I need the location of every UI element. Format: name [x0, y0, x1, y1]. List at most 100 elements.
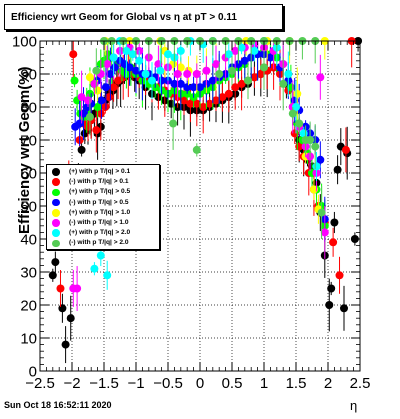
- data-point: [122, 46, 131, 55]
- legend-marker-icon: [52, 209, 60, 217]
- data-point: [110, 63, 119, 72]
- data-point: [156, 66, 165, 75]
- x-tick-label: −0.5: [153, 375, 183, 392]
- data-point: [135, 56, 144, 65]
- x-tick-label: 0.5: [222, 375, 243, 392]
- data-point: [176, 46, 185, 55]
- data-point: [212, 96, 220, 105]
- x-tick-label: 1: [260, 375, 268, 392]
- data-point: [212, 60, 220, 69]
- y-tick-label: 70: [20, 133, 37, 150]
- legend-marker-icon: [52, 178, 60, 186]
- data-point: [279, 79, 288, 88]
- x-tick-label: −1.5: [89, 375, 119, 392]
- data-point: [77, 145, 86, 154]
- legend-item: (+) with p T/|q| > 0.1: [47, 167, 159, 177]
- data-point: [284, 70, 293, 78]
- data-point: [237, 43, 246, 52]
- data-point: [173, 70, 182, 78]
- legend-item: (+) with p T/|q| > 0.5: [47, 187, 159, 197]
- data-point: [329, 238, 338, 247]
- data-point: [292, 103, 300, 111]
- legend-marker-icon: [52, 168, 60, 176]
- data-point: [132, 66, 140, 75]
- data-point: [183, 70, 192, 78]
- data-point: [325, 301, 334, 309]
- legend-item: (-) with p T/|q| > 1.0: [47, 218, 159, 228]
- data-point: [192, 70, 201, 78]
- data-point: [312, 162, 321, 171]
- data-point: [309, 185, 318, 194]
- data-point: [93, 86, 102, 95]
- data-point: [141, 70, 150, 78]
- legend-marker-icon: [52, 198, 60, 207]
- data-point: [250, 73, 259, 82]
- legend: (+) with p T/|q| > 0.1 (-) with p T/|q| …: [46, 164, 160, 250]
- data-point: [56, 284, 65, 293]
- y-tick-label: 50: [20, 199, 37, 216]
- y-tick-label: 10: [20, 331, 37, 348]
- data-point: [205, 99, 214, 108]
- data-point: [215, 70, 224, 78]
- y-tick-label: 90: [20, 67, 37, 84]
- data-point: [90, 79, 99, 88]
- x-tick-label: −2.5: [25, 375, 55, 392]
- y-tick-label: 20: [20, 298, 37, 315]
- data-point: [109, 83, 118, 92]
- legend-item: (-) with p T/|q| > 0.5: [47, 198, 159, 208]
- data-point: [293, 89, 302, 98]
- data-point: [202, 66, 211, 75]
- data-point: [105, 93, 114, 102]
- y-tick-label: 30: [20, 265, 37, 282]
- y-tick-label: 60: [20, 166, 37, 183]
- data-point: [69, 50, 78, 59]
- x-tick-label: 0: [196, 375, 204, 392]
- x-axis-label: η: [350, 398, 358, 413]
- data-point: [176, 63, 185, 72]
- data-point: [97, 96, 106, 105]
- legend-label: (-) with p T/|q| > 0.1: [69, 178, 129, 186]
- data-point: [260, 63, 268, 72]
- x-tick-label: −2: [63, 375, 80, 392]
- data-point: [234, 60, 243, 69]
- data-point: [96, 251, 105, 260]
- timestamp: Sun Oct 18 16:52:11 2020: [4, 400, 112, 410]
- data-point: [176, 79, 185, 88]
- data-point: [196, 83, 204, 92]
- data-point: [58, 304, 67, 313]
- data-point: [51, 258, 60, 267]
- data-point: [208, 76, 217, 85]
- data-point: [170, 79, 179, 88]
- data-point: [183, 83, 192, 92]
- data-point: [164, 50, 172, 59]
- data-point: [320, 228, 329, 237]
- y-tick-label: 0: [29, 364, 37, 381]
- data-point: [340, 304, 348, 313]
- data-point: [180, 96, 188, 105]
- data-point: [295, 119, 304, 128]
- data-point: [101, 103, 110, 111]
- x-tick-label: 2: [324, 375, 332, 392]
- data-point: [192, 145, 201, 154]
- data-point: [288, 109, 297, 118]
- legend-marker-icon: [52, 219, 60, 227]
- data-point: [237, 79, 246, 88]
- chart-title: Efficiency wrt Geom for Global vs η at p…: [4, 4, 283, 30]
- data-point: [224, 50, 233, 59]
- data-point: [224, 89, 233, 98]
- data-point: [231, 46, 240, 55]
- data-point: [85, 73, 94, 82]
- data-point: [218, 93, 227, 102]
- data-point: [109, 53, 118, 62]
- legend-item: (-) with p T/|q| > 0.1: [47, 177, 159, 187]
- data-point: [317, 208, 326, 217]
- legend-item: (-) with p T/|q| > 2.0: [47, 238, 159, 248]
- data-point: [231, 83, 240, 92]
- legend-marker-icon: [52, 188, 60, 197]
- x-tick-label: −1: [127, 375, 144, 392]
- y-tick-label: 80: [20, 100, 37, 117]
- data-point: [77, 93, 86, 102]
- data-point: [92, 66, 101, 75]
- data-point: [93, 103, 102, 111]
- y-tick-label: 100: [12, 34, 37, 51]
